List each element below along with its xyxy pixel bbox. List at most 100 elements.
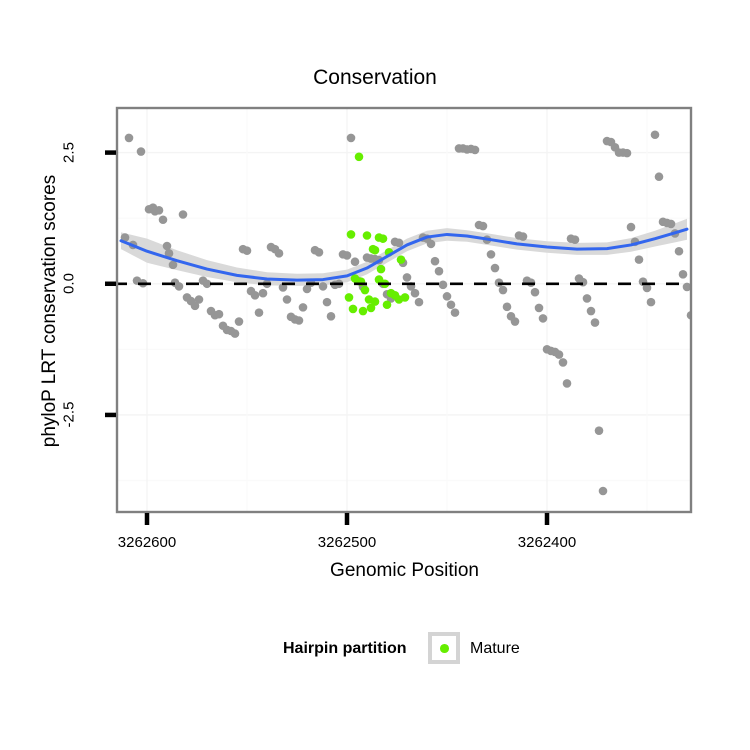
data-point <box>490 263 500 273</box>
data-point <box>570 235 580 244</box>
data-point <box>518 232 528 241</box>
data-point <box>376 264 386 274</box>
data-point <box>558 358 568 367</box>
data-point <box>214 309 224 319</box>
x-tick-label: 3262500 <box>317 534 377 551</box>
data-point <box>314 247 324 257</box>
data-point <box>278 283 288 292</box>
data-point <box>174 282 184 291</box>
plot-background <box>117 108 691 512</box>
data-point <box>344 293 354 302</box>
data-point <box>442 292 452 301</box>
data-point <box>562 379 572 388</box>
data-point <box>250 291 260 300</box>
data-point <box>478 221 488 231</box>
data-point <box>530 287 540 297</box>
data-point <box>346 230 356 239</box>
data-point <box>650 130 660 140</box>
chart-title: Conservation <box>313 66 437 89</box>
data-point <box>554 350 564 359</box>
data-point <box>322 297 332 307</box>
data-point <box>230 329 240 338</box>
data-point <box>378 234 388 243</box>
data-point <box>346 133 356 143</box>
data-point <box>646 297 656 307</box>
data-point <box>202 279 212 289</box>
data-point <box>294 316 304 325</box>
data-point <box>586 306 596 316</box>
data-point <box>396 255 406 264</box>
y-tick-label: -2.5 <box>60 401 78 428</box>
data-point <box>622 148 632 158</box>
data-point <box>124 133 134 143</box>
data-point <box>470 145 480 155</box>
data-point <box>254 308 264 317</box>
data-point <box>498 285 508 295</box>
data-point <box>426 239 436 249</box>
y-tick-label: 0.0 <box>60 272 78 294</box>
data-point <box>348 304 358 314</box>
data-point <box>120 233 130 242</box>
x-tick-label: 3262600 <box>117 534 177 551</box>
data-point <box>578 277 588 287</box>
data-point <box>354 152 364 162</box>
data-point <box>590 318 600 327</box>
loess-smoother-line <box>119 227 689 282</box>
y-tick-label: 2.5 <box>60 141 78 163</box>
data-point <box>654 172 664 182</box>
data-point <box>678 270 688 279</box>
data-point <box>366 303 376 313</box>
data-point <box>502 302 512 312</box>
data-point <box>674 246 684 256</box>
data-point <box>194 295 204 304</box>
data-point <box>258 288 268 298</box>
data-point <box>626 222 636 232</box>
data-point <box>158 215 168 225</box>
data-point <box>434 266 444 276</box>
data-point <box>486 250 496 259</box>
data-point <box>274 249 284 258</box>
data-point <box>666 219 676 229</box>
y-axis-label: phyloP LRT conservation scores <box>39 174 60 448</box>
data-point <box>634 255 644 264</box>
legend-title: Hairpin partition <box>283 640 407 657</box>
x-tick-label: 3262400 <box>517 534 577 551</box>
data-point <box>642 283 652 293</box>
data-point <box>430 256 440 266</box>
data-point <box>154 206 164 215</box>
data-point <box>534 303 544 313</box>
data-point <box>402 273 412 282</box>
plot-border <box>115 106 693 514</box>
data-point <box>538 314 548 323</box>
data-point <box>510 317 520 326</box>
data-point <box>242 246 252 256</box>
data-point <box>162 241 172 251</box>
plot-content <box>117 108 691 512</box>
series-mature <box>344 152 410 316</box>
x-axis-label: Genomic Position <box>330 560 479 581</box>
axis-ticks <box>105 150 550 525</box>
data-point <box>370 245 380 255</box>
data-point <box>282 295 292 304</box>
data-point <box>582 294 592 303</box>
data-point <box>394 238 404 248</box>
data-point <box>318 282 328 291</box>
data-point <box>414 297 424 307</box>
data-point <box>298 303 308 312</box>
data-point <box>682 282 691 292</box>
data-point <box>178 210 188 219</box>
data-point <box>362 231 372 240</box>
data-point <box>234 317 244 326</box>
data-point <box>410 288 420 298</box>
data-point <box>342 251 352 260</box>
data-point <box>360 285 370 295</box>
data-point <box>374 275 384 284</box>
legend-label: Mature <box>470 640 520 657</box>
data-point <box>450 308 460 317</box>
data-point <box>164 249 174 258</box>
data-point <box>358 306 368 316</box>
confidence-band <box>121 218 687 286</box>
data-point <box>400 293 410 302</box>
